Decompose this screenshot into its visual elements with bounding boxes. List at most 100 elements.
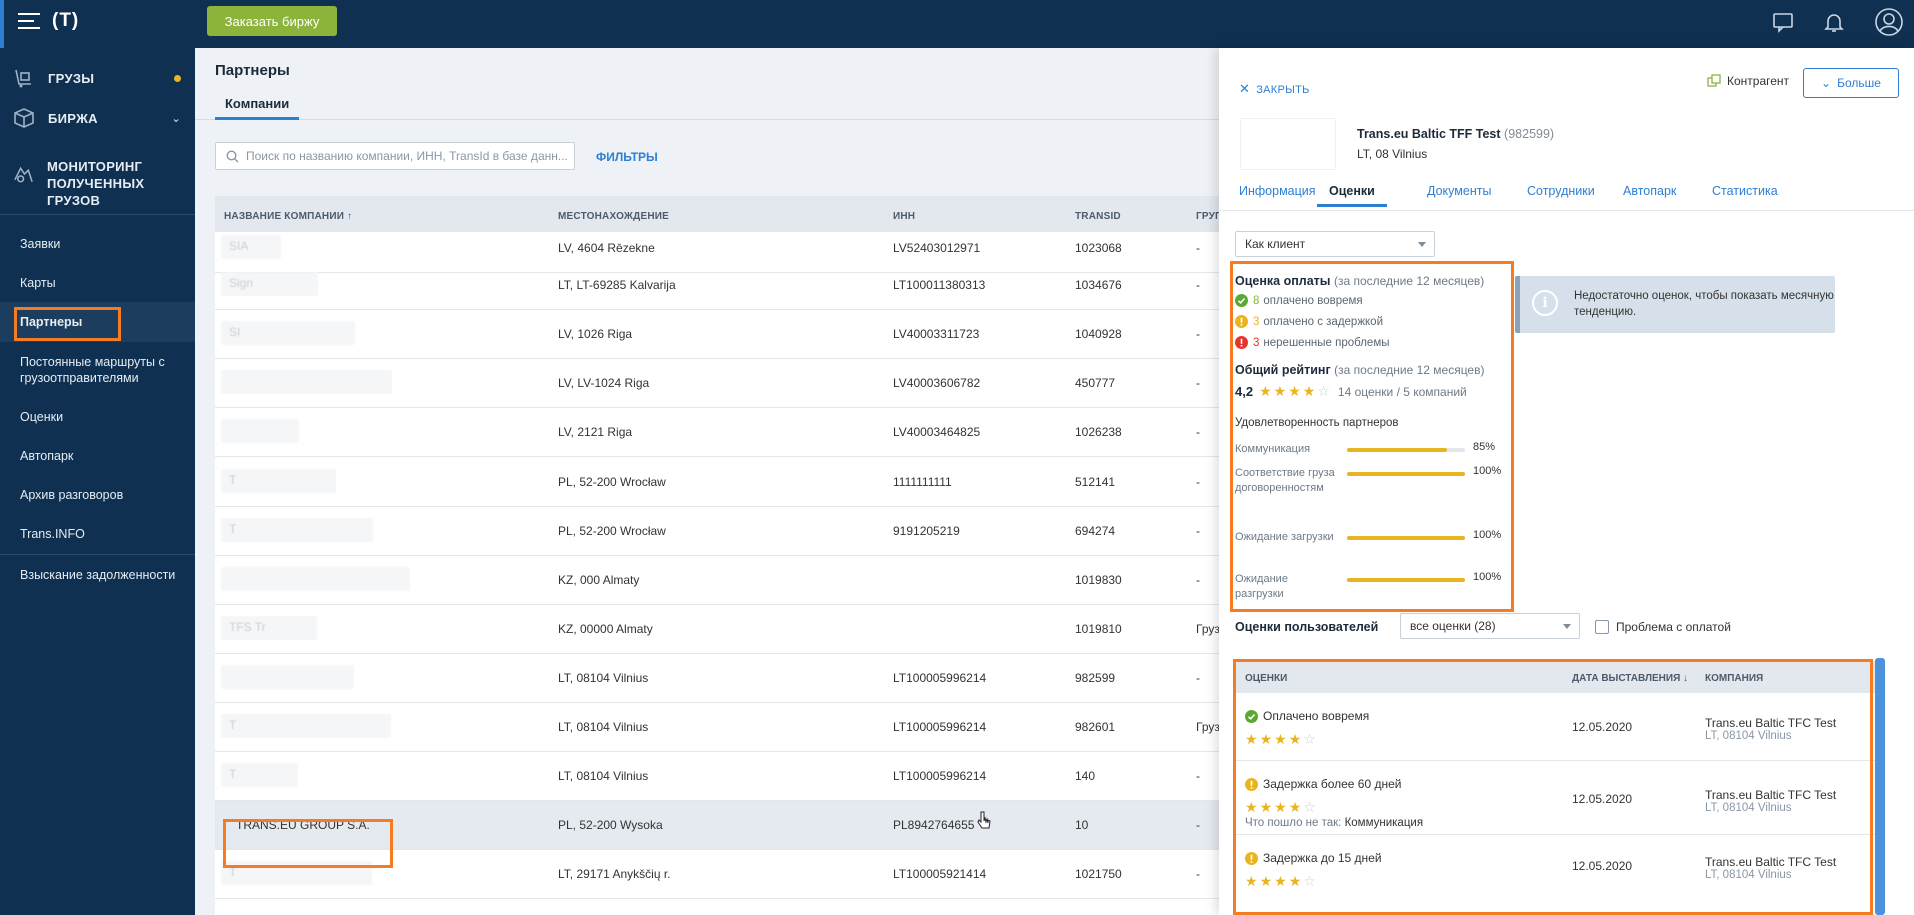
satisfaction-label: Ожидание загрузки: [1235, 531, 1334, 543]
table-row[interactable]: T PL, 52-200 Wrocław 1111111111 512141 -: [215, 458, 1219, 507]
table-row[interactable]: T LT, 08104 Vilnius LT100005996214 982601 Гр…: [215, 703, 1220, 752]
company-name-cell[interactable]: SIA: [221, 235, 281, 259]
payment-problem-checkbox[interactable]: Проблема с оплатой: [1595, 620, 1731, 634]
sidebar-item-transinfo[interactable]: Trans.INFO: [20, 527, 85, 541]
inn-cell: 9191205219: [893, 523, 960, 538]
tab-employees[interactable]: Сотрудники: [1527, 184, 1595, 198]
company-details-panel: ✕ ЗАКРЫТЬ Контрагент ⌄ Больше Trans.eu Bal…: [1219, 48, 1914, 915]
sidebar-item-fleet[interactable]: Автопарк: [20, 449, 74, 463]
tab-information[interactable]: Информация: [1239, 184, 1316, 198]
table-row[interactable]: KZ, 000 Almaty 1019830 -: [215, 556, 1219, 605]
column-header-group[interactable]: ГРУП: [1196, 211, 1223, 222]
rating-row[interactable]: Задержка до 15 дней ★ ★ ★ ★ ☆ 12.05.2020 Trans.…: [1235, 835, 1875, 915]
rating-row[interactable]: Задержка более 60 дней ★ ★ ★ ★ ☆ 12.05.2020 Tra…: [1235, 761, 1875, 835]
mouse-cursor-icon: [977, 811, 991, 829]
star-empty-icon: ☆: [1317, 383, 1330, 399]
tab-companies[interactable]: Компании: [215, 96, 300, 120]
payment-count: 3: [1253, 315, 1260, 328]
user-ratings-title: Оценки пользователей: [1235, 620, 1379, 634]
more-button[interactable]: ⌄ Больше: [1803, 68, 1899, 98]
rating-row[interactable]: Оплачено вовремя ★ ★ ★ ★ ☆ 12.05.2020 Trans.eu …: [1235, 693, 1875, 761]
column-header-ratings[interactable]: ОЦЕНКИ: [1245, 673, 1288, 684]
checkbox-box[interactable]: [1595, 620, 1609, 634]
table-row[interactable]: LT, 08104 Vilnius LT100005996214 982599 -: [215, 654, 1219, 703]
role-select[interactable]: Как клиент: [1235, 231, 1435, 257]
satisfaction-percent: 100%: [1473, 465, 1502, 477]
rating-company[interactable]: Trans.eu Baltic TFC Test LT, 08104 Vilniu…: [1705, 855, 1836, 881]
sidebar-item-debt-collection[interactable]: Взыскание задолженности: [20, 568, 176, 582]
sidebar-item-exchange[interactable]: БИРЖА ⌄: [0, 106, 195, 130]
sidebar-item-routes[interactable]: Постоянные маршруты с грузоотправителями: [20, 354, 190, 386]
tabs-divider: [1219, 210, 1914, 211]
page-title: Партнеры: [215, 62, 290, 79]
rating-company[interactable]: Trans.eu Baltic TFC Test LT, 08104 Vilniu…: [1705, 788, 1836, 814]
sidebar-item-call-archive[interactable]: Архив разговоров: [20, 488, 124, 502]
column-header-company[interactable]: КОМПАНИЯ: [1705, 673, 1764, 684]
company-name-cell[interactable]: T: [221, 763, 298, 788]
group-cell: -: [1196, 425, 1200, 440]
contractor-link[interactable]: Контрагент: [1707, 74, 1789, 88]
sidebar-item-ratings[interactable]: Оценки: [20, 410, 64, 424]
group-cell: -: [1196, 376, 1200, 391]
star-filled-icon: ★: [1273, 383, 1287, 399]
location-cell: PL, 52-200 Wysoka: [558, 818, 663, 833]
table-row[interactable]: Sign LT, LT-69285 Kalvarija LT100011380313…: [215, 261, 1219, 311]
tab-ratings[interactable]: Оценки: [1317, 184, 1387, 207]
table-row[interactable]: T PL, 52-200 Wrocław 9191205219 694274 -: [215, 507, 1219, 556]
group-cell: -: [1196, 327, 1200, 342]
monitoring-label-line1: МОНИТОРИНГ: [47, 159, 143, 174]
table-row[interactable]: TFS Tr KZ, 00000 Almaty 1019810 Груз: [215, 605, 1220, 654]
transid-cell: 982599: [1075, 670, 1116, 685]
tab-statistics[interactable]: Статистика: [1712, 184, 1778, 198]
tab-fleet[interactable]: Автопарк: [1623, 184, 1677, 198]
company-name-cell[interactable]: T: [221, 517, 373, 542]
company-name-cell[interactable]: [221, 370, 392, 395]
sidebar-item-monitoring[interactable]: МОНИТОРИНГ ПОЛУЧЕННЫХ ГРУЗОВ: [0, 158, 195, 208]
company-name-cell[interactable]: SI: [221, 321, 355, 346]
payment-line-ok: 8 оплачено вовремя: [1235, 294, 1363, 307]
table-row[interactable]: T LT, 08104 Vilnius LT100005996214 140 -: [215, 752, 1219, 802]
logo[interactable]: (T): [52, 10, 80, 31]
location-cell: LV, 1026 Riga: [558, 327, 633, 342]
chat-icon[interactable]: [1771, 10, 1795, 34]
column-header-inn[interactable]: ИНН: [893, 211, 916, 222]
table-row[interactable]: LV, 2121 Riga LV40003464825 1026238 -: [215, 408, 1219, 458]
sidebar-item-cargo[interactable]: ГРУЗЫ: [0, 66, 195, 90]
company-name-cell[interactable]: T: [221, 714, 391, 738]
close-button[interactable]: ✕ ЗАКРЫТЬ: [1239, 81, 1310, 97]
table-row[interactable]: T LT, 29171 Anykščių r. LT100005921414 1021…: [215, 850, 1219, 900]
company-name-cell[interactable]: TFS Tr: [221, 615, 317, 640]
column-header-date[interactable]: ДАТА ВЫСТАВЛЕНИЯ ↓: [1572, 673, 1689, 684]
company-name-cell[interactable]: T: [221, 468, 336, 493]
column-header-name[interactable]: НАЗВАНИЕ КОМПАНИИ ↑: [224, 211, 353, 222]
company-name-cell[interactable]: [221, 664, 354, 689]
table-row[interactable]: SI LV, 1026 Riga LV40003311723 1040928 -: [215, 310, 1219, 360]
highlight-ratings-table: [1233, 659, 1873, 915]
location-cell: KZ, 00000 Almaty: [558, 621, 653, 636]
user-avatar-icon[interactable]: [1874, 7, 1904, 37]
filters-link[interactable]: ФИЛЬТРЫ: [596, 150, 658, 164]
role-select-value: Как клиент: [1245, 237, 1306, 251]
column-header-location[interactable]: МЕСТОНАХОЖДЕНИЕ: [558, 211, 670, 222]
column-header-transid[interactable]: TRANSID: [1075, 211, 1121, 222]
sidebar-item-maps[interactable]: Карты: [20, 276, 56, 290]
satisfaction-bar-fill: [1347, 578, 1465, 582]
ratings-filter-select[interactable]: все оценки (28): [1400, 613, 1580, 639]
sidebar-item-label: ГРУЗЫ: [48, 70, 95, 86]
star-filled-icon: ★: [1274, 799, 1287, 815]
company-name-cell[interactable]: [221, 419, 299, 444]
panel-scrollbar[interactable]: [1875, 658, 1885, 915]
sidebar-item-requests[interactable]: Заявки: [20, 237, 61, 251]
menu-icon[interactable]: [18, 13, 40, 31]
table-row[interactable]: LV, LV-1024 Riga LV40003606782 450777 -: [215, 359, 1219, 409]
search-input[interactable]: Поиск по названию компании, ИНН, TransId…: [215, 142, 575, 170]
bell-icon[interactable]: [1822, 10, 1846, 34]
rating-company[interactable]: Trans.eu Baltic TFC Test LT, 08104 Vilniu…: [1705, 716, 1836, 742]
star-filled-icon: ★: [1245, 731, 1258, 747]
company-name-cell[interactable]: Sign: [221, 272, 318, 297]
tab-documents[interactable]: Документы: [1427, 184, 1492, 198]
order-exchange-button[interactable]: Заказать биржу: [207, 6, 337, 36]
company-name-cell[interactable]: [221, 566, 410, 591]
overall-rating: 4,2 ★ ★ ★ ★ ☆ 14 оценки / 5 компаний: [1235, 383, 1467, 400]
table-row[interactable]: SIA LV, 4604 Rēzekne LV52403012971 1023068 -: [215, 224, 1219, 273]
